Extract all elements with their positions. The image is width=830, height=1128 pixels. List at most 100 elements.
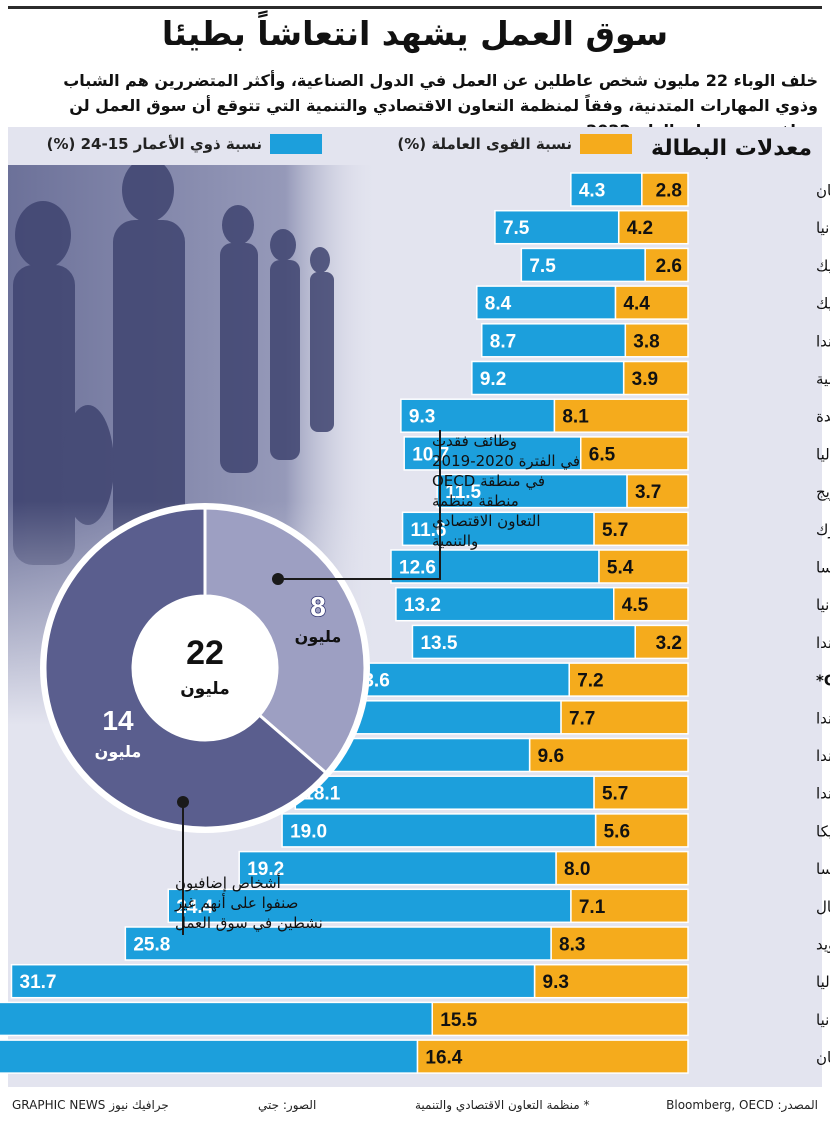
labor-value-label: 8.1 [562, 407, 589, 428]
category-label: كندا [816, 747, 830, 765]
labor-bar [613, 586, 689, 622]
legend-labor-swatch [580, 134, 632, 154]
category-label: النمسا [816, 559, 830, 577]
category-label: أستراليا [816, 444, 830, 463]
category-label: الدنمارك [816, 521, 830, 539]
footer-brand: GRAPHIC NEWS جرافيك نيوز [12, 1098, 169, 1112]
labor-value-label: 7.2 [577, 671, 603, 692]
youth-bar [400, 398, 556, 433]
category-label: إيرلندا [816, 785, 830, 803]
youth-value-label: 13.2 [404, 595, 441, 616]
youth-bar [238, 850, 557, 886]
youth-bar [281, 813, 597, 848]
youth-bar [390, 549, 600, 584]
labor-bar [626, 473, 689, 509]
youth-value-label: 9.3 [409, 407, 435, 428]
labor-value-label: 3.9 [632, 369, 658, 390]
donut-value-jobs-lost: 8 [310, 591, 326, 622]
callout-line-jobs-lost [278, 430, 441, 580]
youth-value-label: 19.2 [247, 859, 284, 880]
labor-value-label: 7.7 [569, 708, 595, 729]
youth-value-label: 12.6 [399, 558, 436, 579]
legend-youth: نسبة ذوي الأعمار 15-24 (%) [47, 132, 322, 156]
callout-text-inactive: صنفوا على أنهم غير [174, 893, 298, 912]
labor-bar [622, 360, 689, 396]
category-label: فنلندا [816, 709, 830, 727]
youth-bar [481, 323, 627, 358]
legend-youth-swatch [270, 134, 322, 154]
callout-text-inactive: نشطين في سوق العمل [175, 914, 323, 933]
labor-bar [580, 436, 689, 471]
youth-bar [401, 511, 595, 547]
labor-value-label: 8.0 [564, 859, 590, 880]
category-label: بلجيكا [816, 822, 830, 840]
category-label: الولايات المتحدة [816, 408, 830, 426]
labor-value-label: 3.7 [635, 482, 661, 503]
category-label: إسبانيا [816, 1011, 830, 1029]
donut-hole [133, 596, 277, 740]
donut-unit-inactive: مليون [95, 742, 142, 761]
youth-value-label: 8.4 [485, 294, 512, 315]
youth-bar [124, 926, 552, 961]
labor-value-label: 2.6 [656, 256, 682, 277]
callout-text-jobs-lost: في منطقة OECD [432, 472, 545, 491]
category-label: OECD* [816, 672, 830, 690]
labor-value-label: 2.8 [656, 181, 682, 202]
youth-value-label: 7.5 [503, 218, 530, 239]
labor-bar [617, 209, 689, 245]
youth-value-label: 25.8 [133, 935, 170, 956]
labor-bar [431, 1001, 689, 1037]
legend-labor-label: نسبة القوى العاملة (%) [397, 135, 572, 153]
callout-text-jobs-lost: في الفترة 2020-2019 [432, 452, 580, 471]
youth-bar [476, 285, 617, 320]
labor-bar [568, 662, 689, 697]
labor-value-label: 4.5 [622, 595, 649, 616]
infographic-title: سوق العمل يشهد انتعاشاً بطيئا [161, 14, 669, 53]
category-label: بولندا [816, 634, 830, 652]
category-label: إيطاليا [816, 973, 830, 991]
labor-value-label: 16.4 [425, 1048, 462, 1069]
labor-value-label: 15.5 [440, 1010, 477, 1031]
callout-text-inactive: أشخاص إضافيون [175, 873, 281, 892]
category-label: المكسيك [816, 295, 830, 313]
labor-value-label: 5.6 [604, 821, 630, 842]
youth-bar [403, 436, 582, 471]
labor-bar [644, 247, 689, 283]
labor-value-label: 6.5 [589, 444, 616, 465]
youth-bar [520, 247, 646, 283]
labor-bar [550, 926, 689, 961]
youth-bar [570, 172, 643, 207]
youth-bar [395, 586, 615, 622]
callout-text-jobs-lost: والتنمية [432, 532, 478, 550]
bar-chart-title: معدلات البطالة [651, 136, 812, 161]
category-label: ألمانيا [816, 218, 830, 237]
donut-total-value: 22 [186, 634, 224, 672]
youth-bar [167, 888, 572, 924]
labor-bar [553, 398, 689, 433]
legend-youth-label: نسبة ذوي الأعمار 15-24 (%) [46, 135, 262, 153]
callout-text-jobs-lost: التعاون الاقتصادي [432, 512, 541, 531]
footer-source: المصدر: Bloomberg, OECD [666, 1098, 818, 1112]
category-label: اليابان [816, 182, 830, 200]
category-label: النرويج [816, 483, 830, 501]
labor-value-label: 8.3 [559, 935, 585, 956]
youth-bar [294, 775, 595, 810]
youth-bar [471, 360, 625, 396]
youth-value-label: 24.4 [176, 897, 213, 918]
youth-value-label: 13.5 [420, 633, 457, 654]
youth-value-label: 8.7 [490, 331, 516, 352]
donut-unit-jobs-lost: مليون [295, 627, 342, 646]
legend-labor-force: نسبة القوى العاملة (%) [397, 132, 632, 156]
labor-value-label: 4.2 [627, 218, 653, 239]
labor-value-label: 3.8 [633, 331, 659, 352]
labor-value-label: 3.2 [656, 633, 682, 654]
labor-value-label: 9.6 [538, 746, 564, 767]
labor-value-label: 5.4 [607, 558, 634, 579]
labor-value-label: 4.4 [623, 294, 650, 315]
youth-value-label: 11.5 [445, 482, 481, 503]
callout-text-jobs-lost: منطقة منظمة [432, 492, 519, 510]
labor-bar [555, 850, 689, 886]
youth-value-label: 31.7 [20, 972, 57, 993]
youth-value-label: 11.6 [411, 520, 447, 541]
